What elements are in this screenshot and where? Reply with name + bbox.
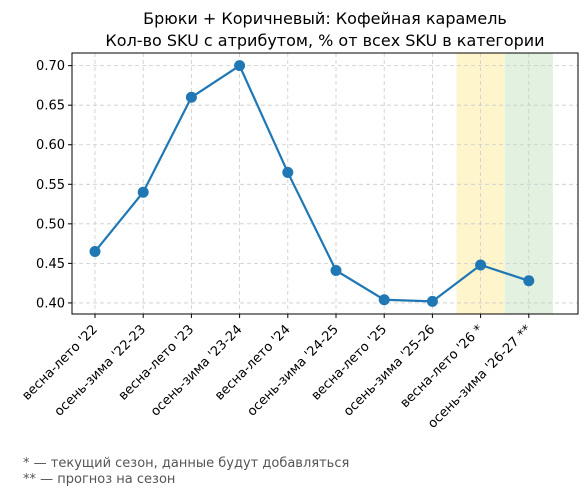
data-point-6 <box>330 265 342 276</box>
data-point-8 <box>426 295 438 307</box>
chart-title: Брюки + Коричневый: Кофейная карамель <box>143 9 507 28</box>
plot-frame <box>71 52 579 315</box>
data-point-3 <box>185 91 197 103</box>
data-point-4 <box>234 60 246 72</box>
y-tick-label-4: 0.55 <box>36 178 65 193</box>
highlight-bands <box>456 53 553 314</box>
x-tick-label-2: осень-зима '22-23 <box>52 322 149 419</box>
y-tick-label-5: 0.60 <box>36 138 65 153</box>
x-tick-label-6: осень-зима '24-25 <box>245 322 342 419</box>
grid-lines <box>72 53 578 314</box>
y-tick-label-2: 0.45 <box>36 257 65 272</box>
data-points <box>89 60 535 307</box>
y-axis: 0.40 0.45 0.50 0.55 0.60 0.65 0.70 <box>36 59 72 311</box>
footnote-current-season: * — текущий сезон, данные будут добавлят… <box>23 456 350 471</box>
series-line <box>94 64 530 303</box>
chart-subtitle: Кол-во SKU с атрибутом, % от всех SKU в … <box>105 31 544 50</box>
data-point-1 <box>89 246 101 258</box>
x-tick-label-8: осень-зима '25-26 <box>341 322 438 419</box>
data-point-5 <box>282 166 294 178</box>
data-point-10 <box>523 275 535 287</box>
data-point-9 <box>475 259 487 271</box>
data-point-7 <box>378 294 390 306</box>
footnote-forecast: ** — прогноз на сезон <box>23 472 176 487</box>
y-tick-label-1: 0.40 <box>36 296 65 311</box>
series-line-1 <box>94 64 530 303</box>
data-point-2 <box>137 186 149 198</box>
y-tick-label-6: 0.65 <box>36 99 65 114</box>
y-tick-label-7: 0.70 <box>36 59 65 74</box>
x-tick-label-4: осень-зима '23-24 <box>148 322 245 419</box>
highlight-band-1 <box>456 53 505 314</box>
y-tick-label-3: 0.50 <box>36 217 65 232</box>
x-tick-label-9: весна-лето '26 * <box>398 322 487 411</box>
